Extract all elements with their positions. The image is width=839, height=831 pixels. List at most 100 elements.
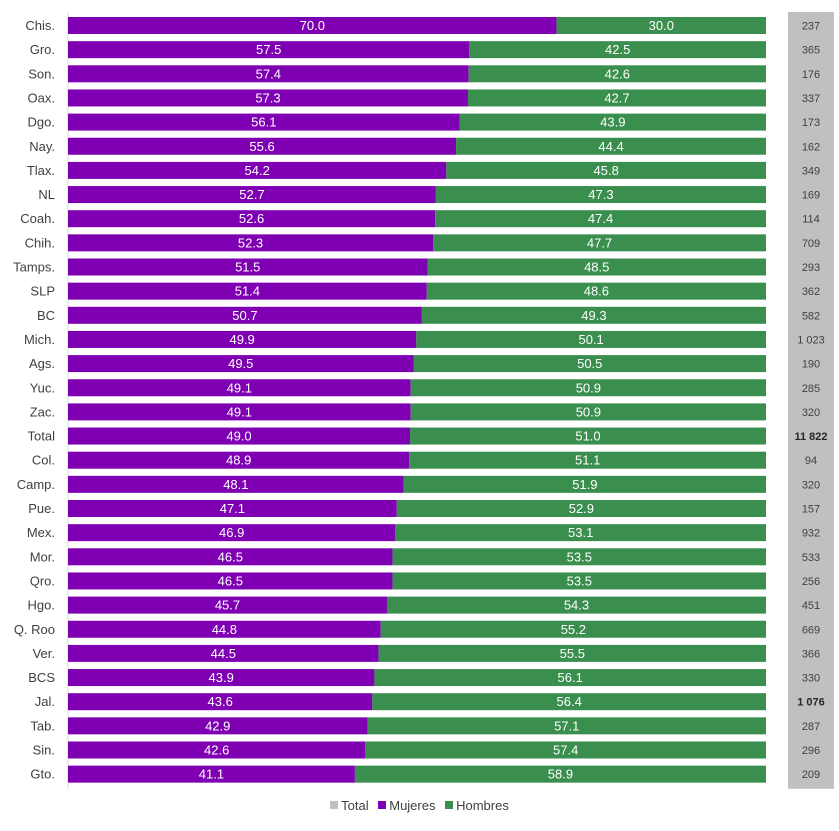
category-label: NL [38, 187, 55, 202]
legend-hombres-label: Hombres [456, 798, 509, 813]
bar-mujeres [68, 475, 404, 493]
bar-mujeres [68, 693, 373, 711]
data-label-total: 285 [802, 383, 820, 395]
bar-hombres [421, 306, 766, 324]
bar-hombres [410, 379, 766, 397]
data-label-mujeres: 46.5 [218, 549, 243, 564]
data-label-hombres: 47.4 [588, 211, 613, 226]
data-label-mujeres: 48.9 [226, 453, 251, 468]
data-label-total: 293 [802, 262, 820, 274]
data-label-mujeres: 49.5 [228, 356, 253, 371]
bar-mujeres [68, 644, 379, 662]
bar-mujeres [68, 282, 427, 300]
bar-mujeres [68, 186, 436, 204]
data-label-hombres: 45.8 [594, 163, 619, 178]
data-label-mujeres: 48.1 [223, 477, 248, 492]
bar-mujeres [68, 234, 434, 252]
legend-mujeres-label: Mujeres [389, 798, 436, 813]
data-label-total: 330 [802, 673, 820, 685]
bar-hombres [386, 596, 766, 614]
data-label-total: 114 [802, 214, 820, 226]
data-label-mujeres: 46.9 [219, 525, 244, 540]
legend-mujeres-swatch [378, 801, 387, 809]
bar-hombres [416, 330, 766, 348]
data-label-mujeres: 46.5 [218, 573, 243, 588]
data-label-total: 94 [805, 455, 817, 467]
bar-hombres [410, 403, 766, 421]
data-label-mujeres: 49.9 [229, 332, 254, 347]
category-label: Sin. [33, 743, 55, 758]
data-label-mujeres: 50.7 [232, 308, 257, 323]
bar-hombres [354, 765, 766, 783]
data-label-mujeres: 47.1 [220, 501, 245, 516]
bar-hombres [403, 475, 766, 493]
data-label-mujeres: 43.6 [208, 694, 233, 709]
data-label-total: 366 [802, 648, 820, 660]
bar-mujeres [68, 113, 460, 131]
category-label: Ver. [33, 646, 55, 661]
data-label-hombres: 56.1 [558, 670, 583, 685]
bar-mujeres [68, 41, 470, 59]
bar-hombres [410, 427, 766, 445]
bar-mujeres [68, 379, 411, 397]
total-column [788, 12, 834, 789]
data-label-total: 320 [802, 407, 820, 419]
data-label-mujeres: 44.5 [211, 646, 236, 661]
data-label-hombres: 53.5 [567, 573, 592, 588]
data-label-mujeres: 49.0 [226, 429, 251, 444]
data-label-mujeres: 54.2 [245, 163, 270, 178]
bar-hombres [367, 717, 766, 735]
data-label-mujeres: 51.4 [235, 284, 260, 299]
legend-total: Total [330, 798, 369, 813]
bar-hombres [556, 17, 766, 34]
category-label: Mor. [30, 549, 55, 564]
data-label-hombres: 58.9 [548, 767, 573, 782]
data-label-total: 932 [802, 528, 820, 540]
data-label-total: 190 [802, 359, 820, 371]
bar-mujeres [68, 669, 375, 687]
data-label-hombres: 42.5 [605, 42, 630, 57]
bar-hombres [380, 620, 766, 638]
data-label-hombres: 49.3 [581, 308, 606, 323]
category-label: Q. Roo [14, 622, 55, 637]
data-label-total: 451 [802, 600, 820, 612]
data-label-hombres: 52.9 [569, 501, 594, 516]
category-label: Col. [32, 453, 55, 468]
data-label-mujeres: 57.4 [256, 66, 281, 81]
category-label: Gro. [30, 42, 55, 57]
data-label-mujeres: 56.1 [251, 115, 276, 130]
bar-hombres [365, 741, 766, 759]
legend-hombres: Hombres [445, 798, 509, 813]
data-label-hombres: 30.0 [649, 18, 674, 33]
category-label: Jal. [35, 694, 55, 709]
bar-hombres [372, 693, 766, 711]
category-label: Yuc. [30, 380, 55, 395]
data-label-total: 237 [802, 21, 820, 33]
bar-hombres [459, 113, 766, 131]
category-label: Mich. [24, 332, 55, 347]
bar-hombres [469, 41, 766, 59]
data-label-total: 709 [802, 238, 820, 250]
bar-hombres [427, 258, 766, 276]
bar-hombres [396, 500, 766, 517]
bar-mujeres [68, 17, 557, 34]
data-label-total: 365 [802, 45, 820, 57]
bar-mujeres [68, 161, 447, 179]
data-label-hombres: 50.9 [576, 404, 601, 419]
legend-mujeres: Mujeres [378, 798, 435, 813]
category-label: Total [28, 429, 56, 444]
data-label-mujeres: 42.9 [205, 718, 230, 733]
data-label-mujeres: 57.3 [255, 90, 280, 105]
bar-hombres [435, 210, 766, 228]
bar-mujeres [68, 548, 393, 566]
bar-hombres [392, 572, 766, 590]
category-label: Nay. [29, 139, 55, 154]
bar-mujeres [68, 355, 414, 373]
category-label: Qro. [30, 573, 55, 588]
category-label: Chih. [25, 235, 55, 250]
category-label: Camp. [17, 477, 55, 492]
data-label-hombres: 47.3 [588, 187, 613, 202]
bar-hombres [374, 669, 766, 687]
category-label: Tamps. [13, 260, 55, 275]
